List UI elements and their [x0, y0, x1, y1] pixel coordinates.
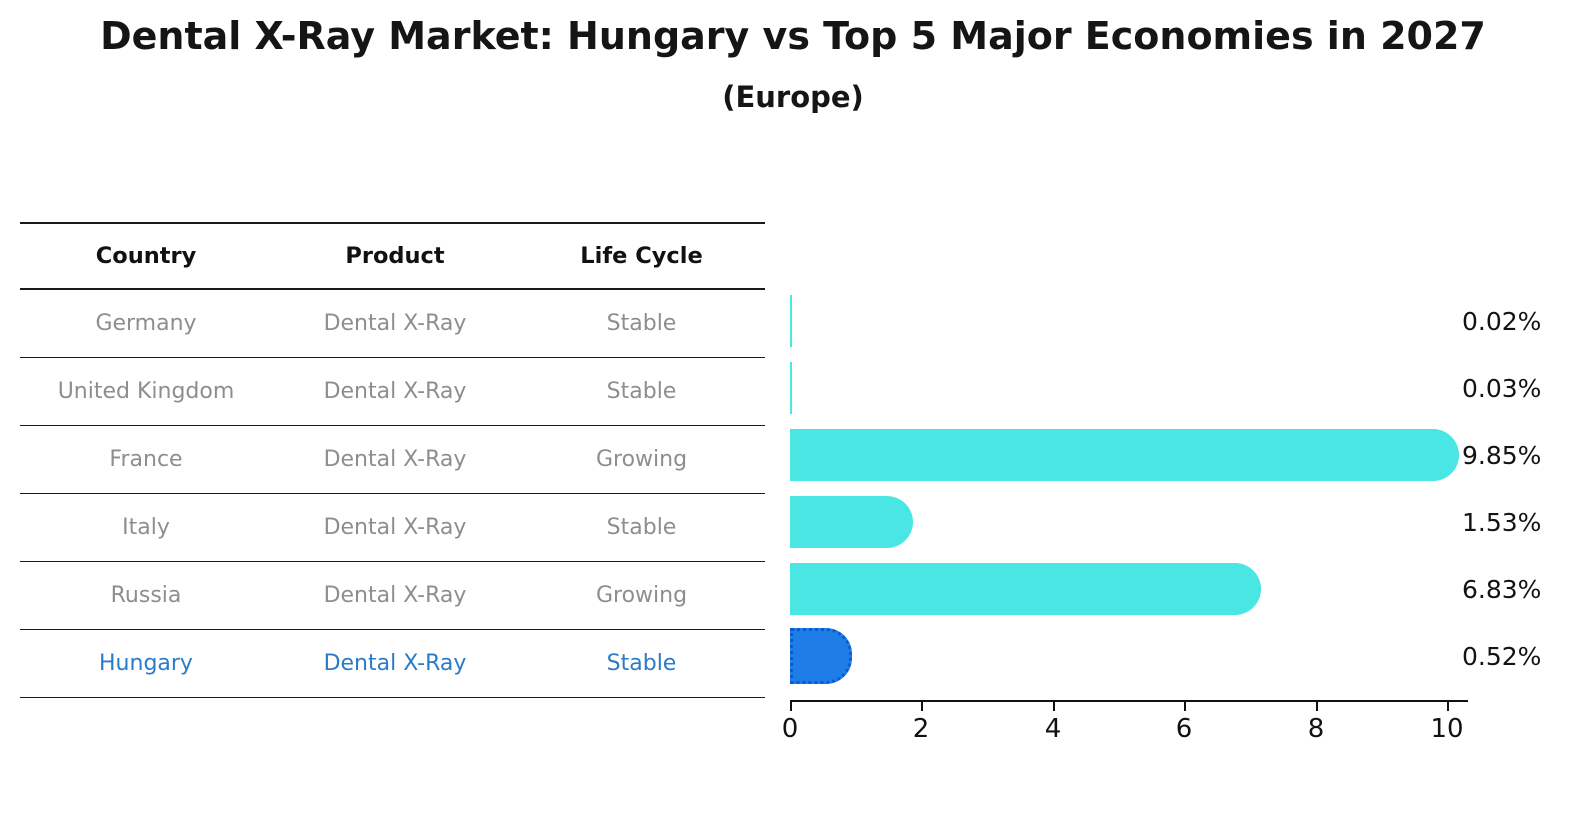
bar [790, 362, 792, 414]
bar-value-label: 1.53% [1462, 508, 1542, 537]
bar-row [790, 288, 1470, 355]
bar-row [790, 556, 1470, 623]
country-table: Country Product Life Cycle Germany Denta… [20, 222, 765, 698]
x-axis-tick [1184, 702, 1186, 711]
table-cell-country: Italy [122, 515, 170, 540]
table-row: Hungary Dental X-Ray Stable [20, 630, 765, 698]
bar-row [790, 489, 1470, 556]
table-cell-life-cycle: Stable [606, 651, 677, 676]
bar-row [790, 623, 1470, 690]
bar-value-label: 0.52% [1462, 642, 1542, 671]
table-cell-country: United Kingdom [57, 379, 235, 404]
bar [790, 429, 1459, 481]
bar-plot-area [790, 288, 1470, 690]
bar-row [790, 355, 1470, 422]
table-cell-product: Dental X-Ray [323, 447, 467, 472]
table-cell-product: Dental X-Ray [323, 515, 467, 540]
x-axis-tick [1447, 702, 1449, 711]
x-axis-tick [790, 702, 792, 711]
table-cell-product: Dental X-Ray [323, 311, 467, 336]
x-axis-tick [1053, 702, 1055, 711]
table-cell-product: Dental X-Ray [323, 583, 467, 608]
x-axis: 0 2 4 6 8 10 [782, 700, 1468, 744]
table-row: France Dental X-Ray Growing [20, 426, 765, 494]
table-cell-country: Russia [110, 583, 182, 608]
table-cell-life-cycle: Stable [606, 379, 677, 404]
x-axis-tick-label: 2 [912, 714, 930, 744]
table-header-product: Product [345, 243, 445, 269]
table-header-life-cycle: Life Cycle [580, 243, 703, 269]
table-row: Italy Dental X-Ray Stable [20, 494, 765, 562]
bar-value-label: 0.03% [1462, 374, 1542, 403]
table-row: Russia Dental X-Ray Growing [20, 562, 765, 630]
bar-value-label: 9.85% [1462, 441, 1542, 470]
table-cell-country: France [109, 447, 183, 472]
bar-row [790, 422, 1470, 489]
table-rows: Germany Dental X-Ray Stable United Kingd… [20, 290, 765, 698]
table-cell-life-cycle: Stable [606, 311, 677, 336]
table-row: Germany Dental X-Ray Stable [20, 290, 765, 358]
x-axis-tick [921, 702, 923, 711]
x-axis-tick-label: 0 [781, 714, 799, 744]
x-axis-tick-label: 8 [1307, 714, 1325, 744]
x-axis-tick-label: 10 [1430, 714, 1464, 744]
bar [790, 496, 913, 548]
x-axis-tick-label: 4 [1044, 714, 1062, 744]
table-cell-life-cycle: Stable [606, 515, 677, 540]
bar [790, 628, 852, 684]
chart-title: Dental X-Ray Market: Hungary vs Top 5 Ma… [100, 14, 1486, 58]
table-cell-life-cycle: Growing [595, 447, 688, 472]
chart-subtitle: (Europe) [722, 80, 864, 114]
table-cell-country: Hungary [99, 651, 193, 676]
table-cell-product: Dental X-Ray [323, 379, 467, 404]
bar [790, 563, 1261, 615]
bar-value-label: 0.02% [1462, 307, 1542, 336]
table-cell-life-cycle: Growing [595, 583, 688, 608]
table-header-row: Country Product Life Cycle [20, 222, 765, 290]
bar-value-label: 6.83% [1462, 575, 1542, 604]
table-cell-country: Germany [95, 311, 197, 336]
table-row: United Kingdom Dental X-Ray Stable [20, 358, 765, 426]
table-header-country: Country [95, 243, 197, 269]
x-axis-tick [1316, 702, 1318, 711]
table-cell-product: Dental X-Ray [323, 651, 467, 676]
x-axis-tick-label: 6 [1175, 714, 1193, 744]
bar [790, 295, 792, 347]
bar-value-labels: 0.02% 0.03% 9.85% 1.53% 6.83% 0.52% [1462, 288, 1582, 690]
